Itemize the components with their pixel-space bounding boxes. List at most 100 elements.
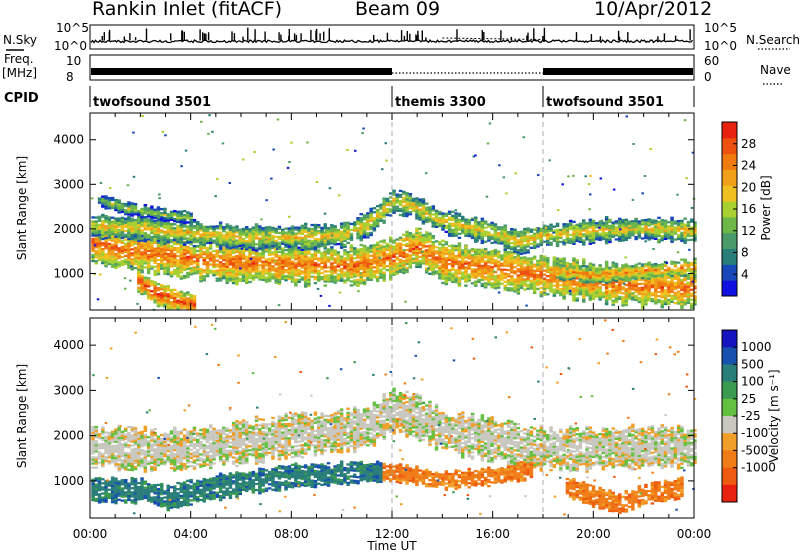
power-cell <box>167 271 171 273</box>
power-cell <box>481 277 485 279</box>
power-cell <box>163 247 167 249</box>
power-cell <box>418 262 422 264</box>
power-cell <box>533 286 537 288</box>
power-cell <box>160 284 164 286</box>
power-cell <box>271 237 275 239</box>
power-cell <box>376 260 380 262</box>
power-cell <box>157 301 161 303</box>
power-cell <box>674 294 678 296</box>
power-cell <box>117 247 121 249</box>
power-cell <box>461 224 465 226</box>
power-cell <box>569 281 573 283</box>
power-cell <box>346 226 350 228</box>
power-cell <box>435 218 439 220</box>
power-cell <box>235 229 239 231</box>
power-cell <box>160 252 164 254</box>
power-cell <box>137 255 141 257</box>
power-cell <box>369 210 373 212</box>
power-cell <box>553 285 557 287</box>
power-cell <box>366 273 370 275</box>
power-cell <box>382 252 386 254</box>
power-cell <box>376 205 380 207</box>
power-cell <box>284 246 288 248</box>
power-cell <box>373 276 377 278</box>
power-cell <box>294 280 298 282</box>
power-cell <box>644 223 648 225</box>
power-cell <box>605 263 609 265</box>
power-cell <box>235 225 239 227</box>
power-cell <box>680 234 684 236</box>
power-cell <box>163 239 167 241</box>
power-cell <box>261 267 265 269</box>
power-cell <box>468 275 472 277</box>
power-cell <box>523 260 527 262</box>
power-cell <box>203 261 207 263</box>
power-cell <box>333 276 337 278</box>
power-cell <box>382 200 386 202</box>
power-cell <box>612 236 616 238</box>
power-cell <box>360 244 364 246</box>
power-cell <box>428 241 432 243</box>
power-cell <box>409 248 413 250</box>
power-cell <box>415 211 419 213</box>
power-cell <box>677 298 681 300</box>
power-cell <box>111 244 115 246</box>
power-cell <box>163 267 167 269</box>
power-cell <box>219 277 223 279</box>
power-cell <box>360 266 364 268</box>
power-cell <box>324 241 328 243</box>
power-cell <box>307 277 311 279</box>
power-cell <box>284 249 288 251</box>
power-cell <box>291 233 295 235</box>
cpid-segment-label: themis 3300 <box>395 95 486 110</box>
power-cell <box>199 235 203 237</box>
nsky-top-tick: 10^5 <box>56 21 89 35</box>
power-cell <box>189 269 193 271</box>
power-cell <box>402 209 406 211</box>
power-cell <box>255 249 258 251</box>
power-cell <box>428 259 432 261</box>
power-cell <box>117 234 121 236</box>
power-cell <box>229 225 233 227</box>
power-cell <box>144 283 148 285</box>
power-cell <box>160 266 164 268</box>
power-cell <box>540 234 544 236</box>
power-cell <box>566 288 570 290</box>
power-cell <box>602 238 606 240</box>
power-cell <box>451 263 455 265</box>
power-cell <box>265 240 269 242</box>
power-cell <box>131 222 135 224</box>
power-cell <box>140 271 144 273</box>
power-cell <box>297 253 301 255</box>
power-cell <box>396 273 400 275</box>
power-cell <box>474 254 478 256</box>
power-cell <box>356 237 360 239</box>
power-cell <box>507 259 511 261</box>
power-cell <box>199 276 203 278</box>
power-cell <box>628 282 632 284</box>
power-cell <box>454 271 458 273</box>
power-cell <box>667 221 671 223</box>
power-cell <box>176 302 180 304</box>
power-cell <box>670 233 674 235</box>
power-cell <box>402 191 406 193</box>
power-cell <box>438 213 442 215</box>
power-cell <box>412 240 416 242</box>
power-cell <box>258 241 262 243</box>
power-cell <box>418 236 422 238</box>
power-cell <box>445 259 449 261</box>
power-cell <box>376 270 380 272</box>
power-cell <box>229 273 233 275</box>
power-cell <box>589 285 593 287</box>
power-cell <box>248 246 252 248</box>
power-cell <box>517 276 521 278</box>
power-cell <box>366 222 370 224</box>
power-cell <box>330 252 334 254</box>
power-cell <box>327 252 331 254</box>
power-cell <box>677 292 681 294</box>
power-cell <box>346 228 350 230</box>
power-cell <box>523 248 527 250</box>
power-cell <box>618 282 622 284</box>
power-cell <box>638 287 642 289</box>
power-cell <box>654 294 658 296</box>
